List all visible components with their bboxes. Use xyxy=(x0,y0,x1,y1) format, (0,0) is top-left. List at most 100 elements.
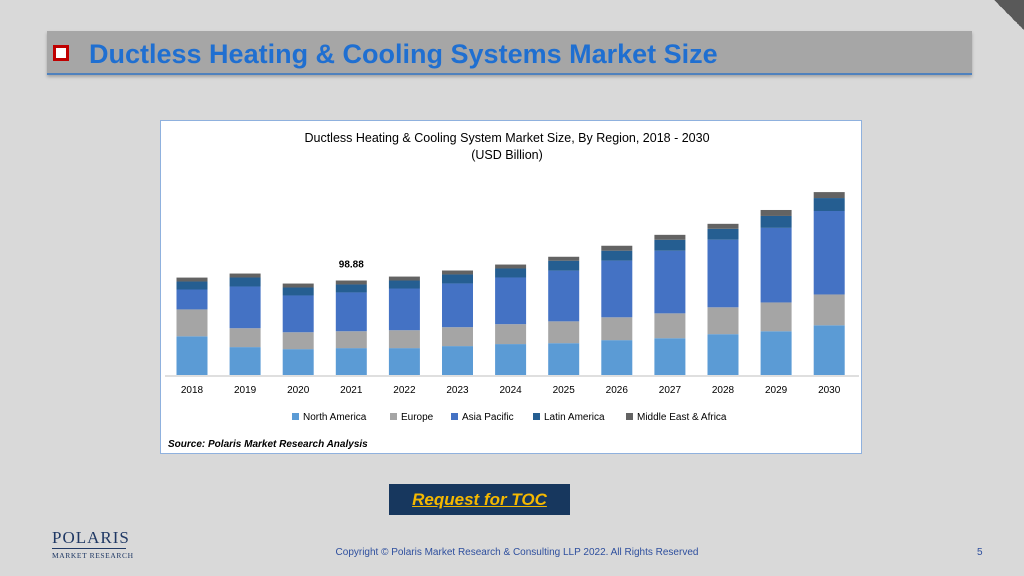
x-tick-label: 2029 xyxy=(765,385,788,396)
legend-label: Middle East & Africa xyxy=(637,412,727,423)
x-tick-label: 2021 xyxy=(340,385,363,396)
bar-segment-2020-4 xyxy=(282,283,314,288)
bar-segment-2018-1 xyxy=(176,309,208,337)
x-tick-label: 2027 xyxy=(659,385,682,396)
legend: North America Europe Asia Pacific Latin Ame… xyxy=(292,412,727,423)
checkbox-bullet-icon xyxy=(53,45,69,61)
legend-entry: Europe xyxy=(390,412,434,423)
bar-segment-2023-4 xyxy=(442,270,473,275)
bar-segment-2029-4 xyxy=(760,209,792,216)
bar-segment-2021-2 xyxy=(335,292,367,332)
legend-swatch xyxy=(626,413,633,420)
bar-segment-2025-1 xyxy=(548,321,580,344)
bar-segment-2030-0 xyxy=(813,325,845,375)
bar-segment-2025-2 xyxy=(548,270,580,322)
bar-segment-2018-3 xyxy=(176,281,208,290)
page-number: 5 xyxy=(977,547,983,558)
bar-segment-2024-1 xyxy=(495,324,527,345)
legend-swatch xyxy=(451,413,458,420)
x-tick-label: 2023 xyxy=(446,385,469,396)
x-tick-labels: 2018 2019 2020 2021 2022 2023 2024 2025 2026 2027… xyxy=(181,385,841,396)
bar-segment-2024-0 xyxy=(495,344,527,375)
bar-segment-2018-2 xyxy=(176,289,208,310)
bars-group xyxy=(176,192,845,375)
request-toc-button[interactable]: Request for TOC xyxy=(389,484,570,515)
bar-segment-2022-2 xyxy=(388,288,420,331)
bar-segment-2019-1 xyxy=(229,328,261,348)
bar-segment-2022-0 xyxy=(388,348,420,375)
bar-segment-2030-2 xyxy=(813,210,845,295)
bar-segment-2027-4 xyxy=(654,234,686,240)
corner-triangle-icon xyxy=(994,0,1024,30)
legend-entry: Middle East & Africa xyxy=(626,412,727,423)
legend-label: North America xyxy=(303,412,367,423)
bar-segment-2029-3 xyxy=(760,215,792,228)
legend-swatch xyxy=(292,413,299,420)
bar-segment-2026-3 xyxy=(601,250,633,261)
bar-segment-2021-0 xyxy=(335,348,367,375)
bar-segment-2019-4 xyxy=(229,273,261,278)
legend-entry: North America xyxy=(292,412,367,423)
bar-segment-2026-4 xyxy=(601,245,633,251)
bar-segment-2019-3 xyxy=(229,277,261,287)
polaris-logo: POLARIS MARKET RESEARCH xyxy=(52,529,136,560)
legend-label: Latin America xyxy=(544,412,605,423)
bar-segment-2030-4 xyxy=(813,192,845,199)
bar-segment-2018-4 xyxy=(176,277,208,282)
bar-segment-2024-4 xyxy=(495,264,527,269)
chart-subtitle: (USD Billion) xyxy=(471,148,543,162)
bar-segment-2020-3 xyxy=(282,287,314,296)
x-tick-label: 2019 xyxy=(234,385,257,396)
bar-segment-2018-0 xyxy=(176,336,208,375)
x-tick-label: 2020 xyxy=(287,385,310,396)
bar-segment-2027-0 xyxy=(654,338,686,375)
x-tick-label: 2024 xyxy=(499,385,522,396)
legend-entry: Asia Pacific xyxy=(451,412,514,423)
bar-segment-2019-0 xyxy=(229,347,261,375)
legend-swatch xyxy=(533,413,540,420)
logo-main-text: POLARIS xyxy=(52,528,130,547)
data-label-annotation: 98.88 xyxy=(339,260,364,271)
page-title: Ductless Heating & Cooling Systems Marke… xyxy=(89,39,718,69)
bar-segment-2024-3 xyxy=(495,268,527,278)
bar-segment-2029-0 xyxy=(760,331,792,375)
bar-segment-2030-3 xyxy=(813,198,845,211)
bar-segment-2021-4 xyxy=(335,280,367,285)
bar-segment-2022-4 xyxy=(388,276,420,281)
bar-segment-2025-3 xyxy=(548,260,580,271)
copyright-label: Copyright © Polaris Market Research & Co… xyxy=(335,547,699,558)
bar-segment-2030-1 xyxy=(813,294,845,326)
bar-segment-2026-0 xyxy=(601,340,633,375)
legend-entry: Latin America xyxy=(533,412,605,423)
chart-source: Source: Polaris Market Research Analysis xyxy=(168,439,368,450)
bar-segment-2027-1 xyxy=(654,313,686,339)
x-tick-label: 2028 xyxy=(712,385,735,396)
x-tick-label: 2018 xyxy=(181,385,204,396)
bar-segment-2025-4 xyxy=(548,256,580,261)
bar-segment-2022-3 xyxy=(388,280,420,289)
bar-segment-2029-2 xyxy=(760,227,792,303)
bar-segment-2024-2 xyxy=(495,277,527,325)
bar-segment-2023-0 xyxy=(442,346,473,375)
bar-segment-2020-0 xyxy=(282,349,314,375)
title-bar: Ductless Heating & Cooling Systems Marke… xyxy=(47,31,972,75)
bar-segment-2021-1 xyxy=(335,331,367,349)
bar-segment-2027-3 xyxy=(654,239,686,251)
x-tick-label: 2022 xyxy=(393,385,416,396)
logo-sub-text: MARKET RESEARCH xyxy=(52,551,134,560)
bar-segment-2025-0 xyxy=(548,343,580,375)
bar-segment-2020-2 xyxy=(282,295,314,333)
annotations-group: 98.88 xyxy=(339,260,364,271)
x-tick-label: 2025 xyxy=(553,385,576,396)
bar-segment-2028-2 xyxy=(707,239,739,308)
bar-segment-2029-1 xyxy=(760,302,792,332)
bar-segment-2021-3 xyxy=(335,284,367,293)
logo-divider xyxy=(52,548,126,549)
chart-frame: Ductless Heating & Cooling System Market… xyxy=(160,120,862,454)
legend-swatch xyxy=(390,413,397,420)
legend-label: Europe xyxy=(401,412,434,423)
bar-segment-2022-1 xyxy=(388,330,420,349)
bar-segment-2023-2 xyxy=(442,283,473,328)
stacked-bar-chart: Ductless Heating & Cooling System Market… xyxy=(165,131,859,450)
bar-segment-2028-0 xyxy=(707,334,739,375)
